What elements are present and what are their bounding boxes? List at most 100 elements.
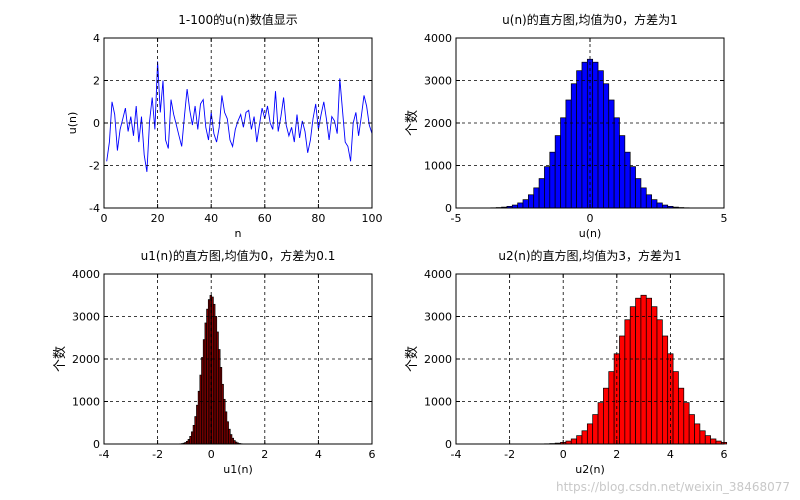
y-tick-label: 4 <box>93 32 100 45</box>
x-tick-label: -2 <box>504 448 515 461</box>
y-tick-label: 3000 <box>72 311 100 324</box>
histogram-bar <box>603 83 610 209</box>
y-axis-label: u(n) <box>66 112 79 135</box>
y-tick-label: 4000 <box>424 268 452 281</box>
histogram-bar <box>565 99 572 209</box>
chart-title: u2(n)的直方图,均值为3，方差为1 <box>498 248 681 263</box>
histogram-bar <box>613 117 620 209</box>
histogram-bar <box>656 319 663 445</box>
histogram-bar <box>581 430 588 445</box>
histogram-bar <box>528 194 535 209</box>
x-tick-label: 5 <box>721 212 728 225</box>
histogram-bar <box>517 202 524 209</box>
histogram-bar <box>576 70 583 209</box>
histogram-bar <box>694 423 701 445</box>
subplot-1: 0 20 40 60 80 100 -4 -2 0 2 4 1-100的u(n)数值显示 n u(n) <box>66 12 383 240</box>
x-tick-label: 0 <box>101 212 108 225</box>
x-tick-label: 100 <box>362 212 383 225</box>
histogram-bar <box>662 335 669 445</box>
histogram-bar <box>640 294 647 445</box>
y-tick-label: 0 <box>93 438 100 451</box>
x-tick-label: -4 <box>99 448 110 461</box>
histogram-bar <box>656 202 663 209</box>
histogram-bar <box>640 187 647 209</box>
x-tick-label: 80 <box>311 212 325 225</box>
y-tick-label: 2000 <box>424 117 452 130</box>
x-tick-label: 0 <box>208 448 215 461</box>
histogram-bar <box>645 297 652 445</box>
histogram-bar <box>592 61 599 209</box>
x-tick-label: 40 <box>204 212 218 225</box>
histogram-bar <box>570 438 577 445</box>
histogram-bar <box>704 435 711 445</box>
y-tick-label: 3000 <box>424 311 452 324</box>
histogram-bar <box>586 423 594 445</box>
y-tick-label: 2000 <box>72 353 100 366</box>
histogram-bar <box>619 135 626 209</box>
x-tick-label: 6 <box>369 448 376 461</box>
histogram-bar <box>570 83 577 209</box>
histogram-bar <box>710 438 717 445</box>
subplot-4: -4 -2 0 2 4 6 0 1000 2000 3000 4000 u2(n)的直方图,均值为3，… <box>405 248 728 476</box>
histogram-bar <box>678 387 685 445</box>
x-tick-label: -2 <box>152 448 163 461</box>
subplot-3: -4 -2 0 2 4 6 0 1000 2000 3000 4000 u1(n)的直方图,均值为0，… <box>53 248 376 476</box>
histogram-bar <box>635 178 642 209</box>
x-tick-label: 0 <box>560 448 567 461</box>
histogram-bar <box>544 166 551 209</box>
histogram-bar <box>688 414 695 445</box>
y-tick-label: -2 <box>89 160 100 173</box>
x-tick-label: 6 <box>721 448 728 461</box>
y-tick-label: -4 <box>89 202 100 215</box>
histogram-bar <box>576 435 583 445</box>
y-tick-label: 0 <box>93 117 100 130</box>
histogram-bar <box>581 61 588 209</box>
histogram-bar <box>608 99 615 209</box>
x-axis-label: u1(n) <box>223 463 253 476</box>
histogram-bar <box>597 402 604 445</box>
histogram-bar <box>624 319 631 445</box>
chart-title: u1(n)的直方图,均值为0，方差为0.1 <box>141 248 336 263</box>
histogram-bar <box>651 199 658 209</box>
x-tick-label: 4 <box>667 448 674 461</box>
data-line <box>106 61 373 172</box>
y-tick-label: 1000 <box>424 396 452 409</box>
x-tick-label: 4 <box>315 448 322 461</box>
histogram-bar <box>624 151 631 209</box>
y-tick-label: 1000 <box>72 396 100 409</box>
histogram-bar <box>629 306 636 445</box>
y-tick-label: 0 <box>445 438 452 451</box>
histogram-bar <box>554 135 561 209</box>
histogram-bar <box>560 117 567 209</box>
histogram-bar <box>538 178 545 209</box>
histogram-bar <box>629 166 636 209</box>
y-tick-label: 2000 <box>424 353 452 366</box>
watermark: https://blog.csdn.net/weixin_38468077 <box>555 480 790 494</box>
histogram-bar <box>597 70 604 209</box>
y-tick-label: 4000 <box>424 32 452 45</box>
x-tick-label: -4 <box>451 448 462 461</box>
histogram-bar <box>683 402 690 445</box>
histogram-bar <box>619 335 626 445</box>
histogram-bar <box>522 199 529 209</box>
x-axis-label: u(n) <box>579 227 602 240</box>
x-tick-label: -5 <box>451 212 462 225</box>
y-tick-label: 2 <box>93 75 100 88</box>
histogram-bar <box>635 297 642 445</box>
histogram-bar <box>645 194 652 209</box>
histogram-bar <box>603 387 610 445</box>
y-tick-label: 0 <box>445 202 452 215</box>
histogram-bar <box>592 414 599 445</box>
subplot-2: -5 0 501000200030004000u(n)的直方图,均值为0，方差为1u… <box>405 12 728 240</box>
x-tick-label: 2 <box>613 448 620 461</box>
histogram-bar <box>533 187 540 209</box>
histogram-bar <box>699 430 706 445</box>
y-tick-label: 1000 <box>424 160 452 173</box>
x-tick-label: 2 <box>261 448 268 461</box>
histogram-bar <box>549 151 556 209</box>
x-axis-label: u2(n) <box>575 463 605 476</box>
histogram-bar <box>651 306 658 445</box>
x-tick-label: 20 <box>151 212 165 225</box>
x-axis-label: n <box>235 227 242 240</box>
